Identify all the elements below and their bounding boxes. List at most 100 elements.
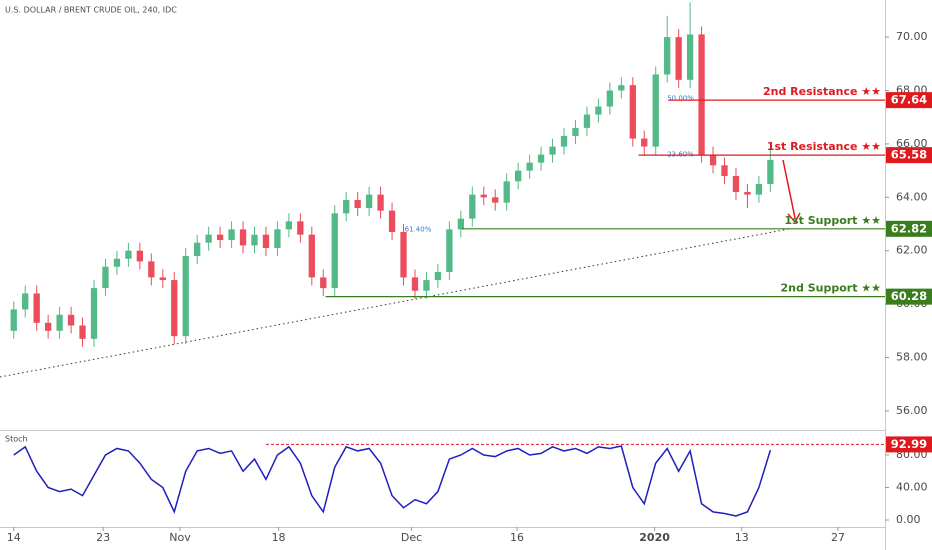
candle-body [526, 162, 533, 171]
fib-label: 50.00% [667, 95, 694, 103]
candle-body [182, 256, 189, 337]
candle-body [698, 34, 705, 155]
candle-body [102, 266, 109, 289]
fib-label: 61.40% [405, 225, 432, 233]
y-tick-label: 56.00 [896, 404, 928, 417]
candle-body [721, 165, 728, 176]
candle-body [10, 309, 17, 331]
candle-body [228, 229, 235, 241]
stoch-line [13, 445, 772, 517]
level-label: 1st Support ★★ [784, 214, 881, 227]
candle-body [480, 194, 487, 198]
candle-body [652, 74, 659, 147]
arrow [782, 159, 801, 224]
candle-body [251, 234, 258, 246]
candle-body [744, 191, 751, 195]
candle-body [686, 34, 694, 80]
candle-body [515, 170, 522, 182]
candle-body [549, 146, 556, 155]
candle-body [159, 277, 166, 281]
candle-body [285, 221, 293, 230]
stoch-tick-label: 40.00 [896, 480, 928, 493]
candle-body [606, 90, 614, 107]
x-tick-label: 23 [96, 531, 110, 544]
x-tick-label: 14 [7, 531, 21, 544]
candle-body [262, 234, 270, 249]
stoch-level-label: 92.99 [891, 437, 927, 451]
x-tick-label: 2020 [639, 531, 670, 544]
candle-body [22, 293, 29, 310]
candle-body [343, 199, 350, 214]
level-box [886, 220, 932, 237]
candle-body [113, 258, 121, 267]
candle-body [560, 135, 568, 147]
candle-body [675, 37, 682, 80]
candle-body [67, 314, 75, 326]
stoch-level-box [886, 436, 932, 453]
candle-body [56, 314, 63, 331]
candle-body [136, 250, 144, 262]
candle-body [194, 242, 201, 257]
candle-body [641, 138, 648, 147]
x-tick-label: 18 [272, 531, 286, 544]
chart-title: U.S. DOLLAR / BRENT CRUDE OIL, 240, IDC [5, 6, 177, 15]
candle-body [618, 85, 625, 91]
candle-body [320, 277, 327, 289]
candle-body [423, 280, 430, 291]
level-label: 1st Resistance ★★ [767, 140, 881, 153]
candle-body [400, 232, 407, 278]
candle-body [537, 154, 545, 163]
candle-body [434, 272, 442, 281]
candle-body [79, 325, 86, 339]
level-box [886, 288, 932, 305]
y-tick-label: 64.00 [896, 190, 928, 203]
y-tick-label: 62.00 [896, 244, 928, 257]
x-tick-label: 27 [831, 531, 845, 544]
candle-body [365, 194, 373, 208]
candle-body [148, 261, 155, 278]
candle-body [239, 229, 247, 246]
candle-body [572, 127, 579, 136]
level-box-label: 65.58 [891, 148, 927, 162]
x-tick-label: 13 [735, 531, 749, 544]
candle-body [377, 194, 384, 211]
level-box-label: 62.82 [891, 221, 927, 235]
candle-body [90, 288, 98, 339]
candle-body [492, 197, 499, 203]
candle-body [767, 159, 774, 184]
trendline [0, 228, 790, 378]
candle-body [457, 218, 464, 230]
candle-body [469, 194, 476, 219]
level-label: 2nd Resistance ★★ [763, 85, 881, 98]
candle-body [216, 234, 224, 241]
x-tick-label: 16 [510, 531, 524, 544]
y-tick-label: 58.00 [896, 351, 928, 364]
candle-body [664, 37, 671, 75]
candle-body [274, 229, 281, 249]
candle-body [331, 213, 338, 289]
candle-body [411, 277, 419, 291]
candle-body [755, 183, 763, 195]
x-tick-label: Nov [169, 531, 191, 544]
level-box-label: 67.64 [891, 93, 927, 107]
candle-body [354, 199, 361, 208]
level-label: 2nd Support ★★ [781, 282, 882, 295]
candle-body [732, 175, 740, 192]
level-box [886, 147, 932, 164]
y-tick-label: 70.00 [896, 30, 928, 43]
stoch-name: Stoch [5, 435, 28, 444]
candle-body [297, 221, 304, 235]
candle-body [171, 280, 178, 337]
candle-body [33, 293, 40, 323]
candle-body [583, 114, 591, 128]
candle-body [595, 106, 602, 115]
candle-body [709, 154, 717, 166]
stoch-tick-label: 0.00 [896, 513, 921, 526]
candle-body [125, 250, 132, 259]
level-box [886, 92, 932, 109]
candle-body [629, 85, 636, 139]
candle-body [388, 210, 396, 233]
candle-body [308, 234, 315, 278]
